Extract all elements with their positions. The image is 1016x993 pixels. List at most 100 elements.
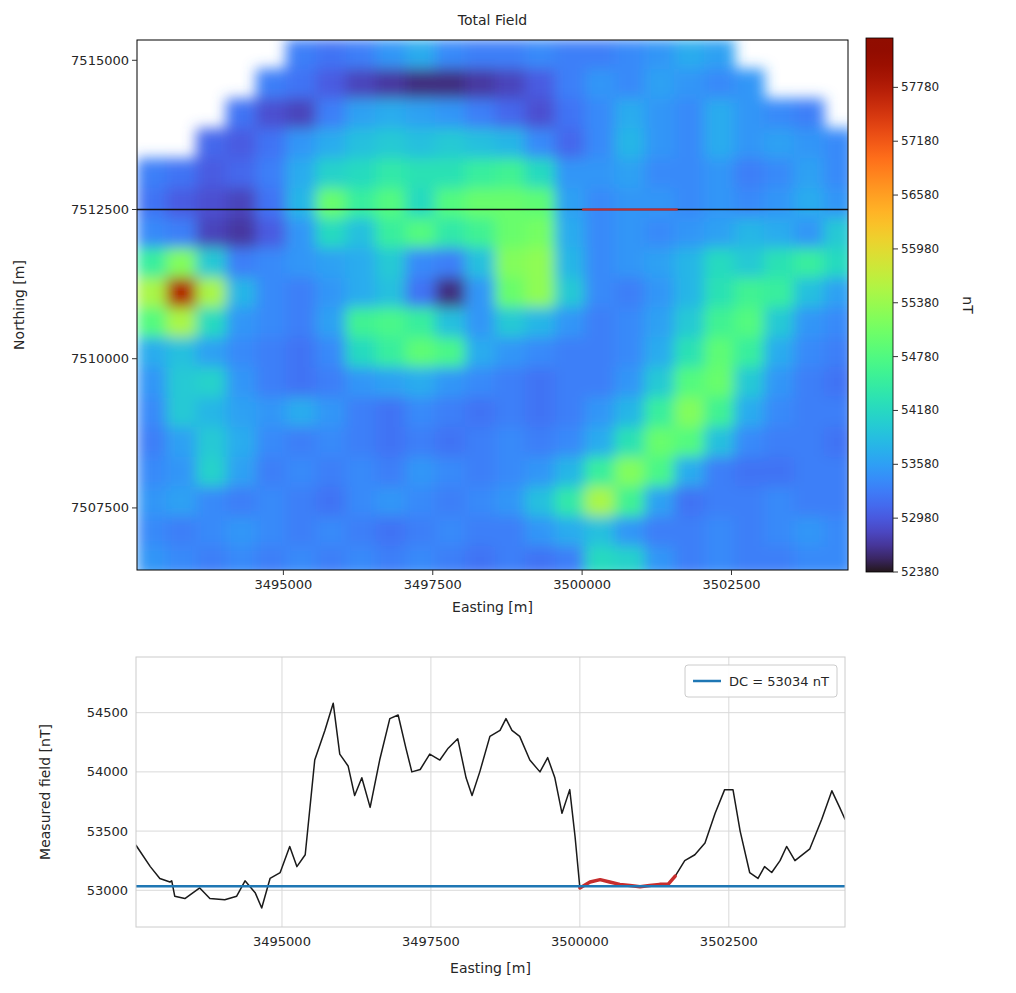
heat-cell (346, 487, 377, 518)
heat-cell (286, 128, 317, 159)
heat-cell (346, 307, 377, 338)
heat-cell (764, 397, 795, 428)
colorbar-tick (893, 410, 898, 411)
heat-cell (137, 218, 167, 249)
heat-cell (316, 278, 347, 309)
heat-cell (614, 218, 645, 249)
heat-cell (585, 516, 616, 547)
heat-cell (316, 457, 347, 488)
heat-cell (346, 128, 377, 159)
heat-cell (316, 546, 347, 570)
heat-cell (286, 546, 317, 570)
heat-cell (137, 546, 167, 570)
heat-cell (674, 40, 705, 70)
heat-cell (196, 158, 227, 189)
heat-cell (794, 516, 825, 547)
heat-cell (674, 218, 705, 249)
colorbar-tick-label: 57180 (901, 134, 939, 148)
heat-cell (644, 218, 675, 249)
heat-cell (226, 427, 257, 458)
heat-cell (316, 218, 347, 249)
heat-cell (465, 69, 496, 100)
heat-cell (555, 307, 586, 338)
heat-cell (644, 188, 675, 219)
heat-cell (644, 307, 675, 338)
heat-cell (704, 546, 735, 570)
heat-cell (704, 128, 735, 159)
heat-cell (764, 128, 795, 159)
heat-cell (465, 516, 496, 547)
heat-cell (226, 367, 257, 398)
heat-cell (256, 69, 287, 100)
heat-cell (316, 397, 347, 428)
y-tick-label: 53000 (87, 883, 128, 898)
profile-series (136, 703, 845, 908)
heat-cell (495, 427, 526, 458)
heat-cell (375, 337, 406, 368)
heat-cell (435, 337, 466, 368)
heat-cell (375, 457, 406, 488)
heat-cell (286, 397, 317, 428)
heat-cell (346, 278, 377, 309)
heat-cell (166, 158, 197, 189)
heat-cell (137, 516, 167, 547)
heat-cell (375, 427, 406, 458)
heat-cell (674, 427, 705, 458)
heat-cell (734, 69, 765, 100)
heat-cell (375, 367, 406, 398)
heat-cell (734, 546, 765, 570)
heat-cell (256, 427, 287, 458)
heat-cell (585, 457, 616, 488)
heat-cell (734, 188, 765, 219)
heat-cell (465, 40, 496, 70)
map-cells (137, 40, 848, 570)
heat-cell (614, 546, 645, 570)
heat-cell (405, 427, 436, 458)
heat-cell (555, 218, 586, 249)
heat-cell (166, 546, 197, 570)
heat-cell (316, 367, 347, 398)
heat-cell (555, 546, 586, 570)
heat-cell (196, 516, 227, 547)
heat-cell (465, 487, 496, 518)
heat-cell (824, 516, 848, 547)
heat-cell (794, 427, 825, 458)
heat-cell (495, 516, 526, 547)
heat-cell (137, 248, 167, 279)
heat-cell (704, 218, 735, 249)
heat-cell (375, 487, 406, 518)
y-axis-title: Northing [m] (11, 260, 27, 350)
heat-cell (704, 307, 735, 338)
heat-cell (764, 427, 795, 458)
heat-cell (405, 307, 436, 338)
heat-cell (346, 218, 377, 249)
heat-cell (794, 307, 825, 338)
heat-cell (405, 218, 436, 249)
heat-cell (226, 487, 257, 518)
heat-cell (824, 218, 848, 249)
colorbar-tick-label: 55380 (901, 296, 939, 310)
x-tick (582, 570, 583, 575)
colorbar (866, 38, 893, 572)
heat-cell (704, 188, 735, 219)
heat-cell (824, 278, 848, 309)
colorbar-tick (893, 464, 898, 465)
heat-cell (256, 158, 287, 189)
heat-cell (525, 516, 556, 547)
heat-cell (435, 546, 466, 570)
heat-cell (824, 188, 848, 219)
heat-cell (465, 397, 496, 428)
heat-cell (555, 397, 586, 428)
heat-cell (465, 307, 496, 338)
heat-cell (226, 128, 257, 159)
heat-cell (525, 367, 556, 398)
heat-cell (435, 158, 466, 189)
heat-cell (495, 397, 526, 428)
heat-cell (794, 337, 825, 368)
heat-cell (346, 188, 377, 219)
legend-box (685, 665, 837, 697)
heat-cell (734, 307, 765, 338)
heat-cell (346, 367, 377, 398)
heat-cell (764, 516, 795, 547)
heat-cell (316, 427, 347, 458)
